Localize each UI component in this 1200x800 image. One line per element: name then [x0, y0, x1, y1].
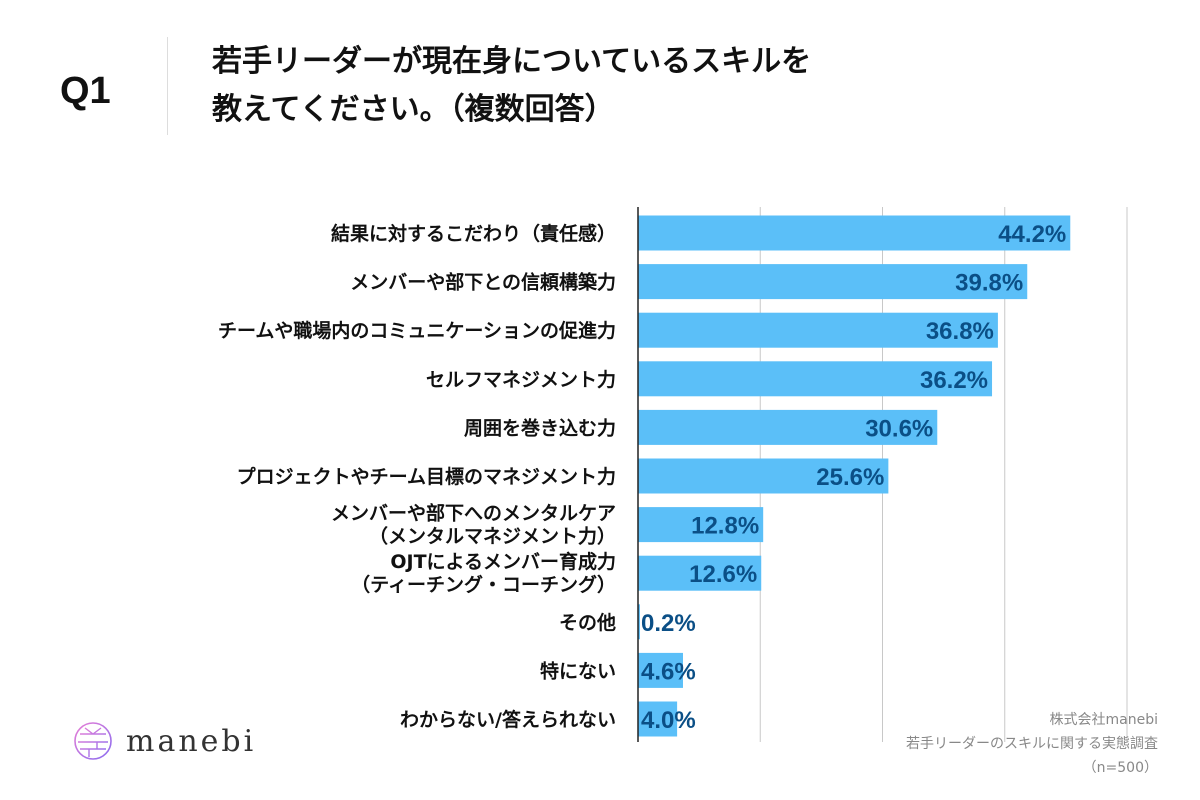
value-label: 4.0% [641, 707, 696, 734]
bar [638, 215, 1071, 251]
credit-sample: （n=500） [1082, 760, 1158, 776]
category-label: メンバーや部下との信頼構築力 [350, 271, 616, 294]
bar [638, 604, 640, 640]
category-label: メンバーや部下へのメンタルケア [331, 502, 616, 525]
value-label: 0.2% [641, 610, 696, 637]
category-label: プロジェクトやチーム目標のマネジメント力 [237, 465, 616, 488]
category-label: （メンタルマネジメント力） [369, 525, 616, 548]
bar [638, 701, 678, 737]
manebi-logo: manebi [72, 720, 256, 762]
value-label: 44.2% [998, 221, 1066, 248]
logo-text: manebi [126, 723, 257, 759]
bar [638, 507, 764, 543]
category-label: チームや職場内のコミュニケーションの促進力 [218, 319, 616, 342]
question-number: Q1 [60, 70, 111, 112]
category-label: 特にない [540, 660, 616, 682]
category-label: OJTによるメンバー育成力 [390, 550, 616, 573]
value-label: 39.8% [955, 270, 1023, 297]
category-label: 結果に対するこだわり（責任感） [331, 222, 616, 245]
category-labels: 結果に対するこだわり（責任感） メンバーや部下との信頼構築力チームや職場内のコミュ… [218, 222, 616, 731]
chart-title: 若手リーダーが現在身についているスキルを 教えてください。（複数回答） [212, 38, 972, 134]
category-label: （ティーチング・コーチング） [351, 573, 616, 596]
bar [638, 312, 998, 348]
manebi-logo-icon [74, 722, 112, 760]
bar [638, 361, 993, 397]
bar [638, 652, 683, 688]
bar [638, 264, 1028, 300]
credit-company: 株式会社manebi [1049, 712, 1158, 728]
credit-survey: 若手リーダーのスキルに関する実態調査 [906, 736, 1158, 752]
bar [638, 458, 889, 494]
chart-title-line-2: 教えてください。（複数回答） [212, 92, 615, 127]
value-label: 30.6% [865, 415, 933, 442]
bar [638, 555, 762, 591]
bar [638, 409, 938, 445]
value-label: 25.6% [816, 464, 884, 491]
value-labels: 44.2% 39.8% 36.8% 36.2% 30.6% 25.6% 12.8% 12.6%… [641, 221, 1066, 734]
category-label: 周囲を巻き込む力 [464, 416, 616, 439]
source-credit: 株式会社manebi 若手リーダーのスキルに関する実態調査 （n=500） [906, 708, 1158, 780]
value-label: 12.8% [691, 513, 759, 540]
value-label: 12.6% [689, 561, 757, 588]
value-label: 36.2% [920, 367, 988, 394]
value-label: 4.6% [641, 658, 696, 685]
category-label: セルフマネジメント力 [426, 368, 616, 391]
category-label: わからない/答えられない [400, 708, 616, 731]
header-divider [167, 37, 168, 135]
category-label: その他 [559, 611, 616, 634]
chart-title-line-1: 若手リーダーが現在身についているスキルを [212, 44, 812, 79]
bars [638, 215, 1071, 737]
value-label: 36.8% [926, 318, 994, 345]
